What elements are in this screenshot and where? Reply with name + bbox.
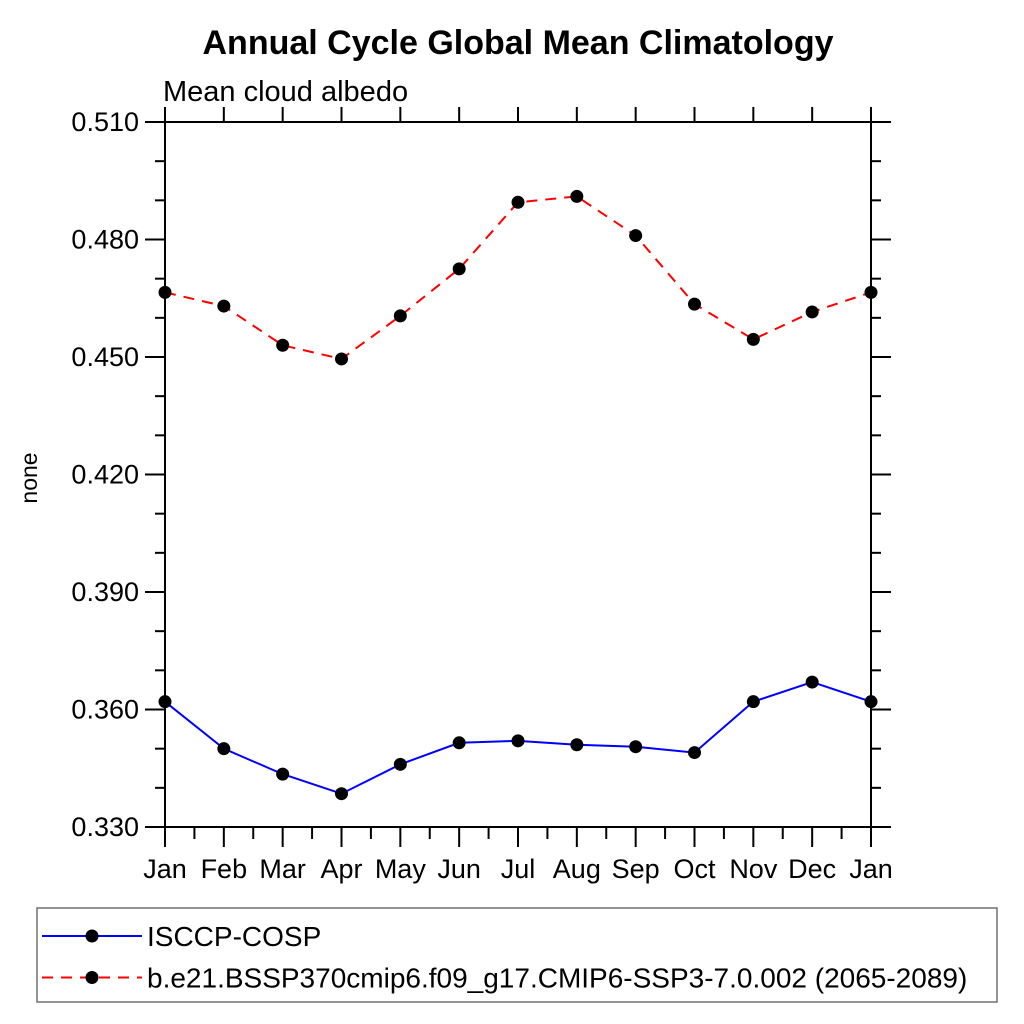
x-tick-label: Nov	[729, 854, 778, 884]
x-tick-label: Feb	[201, 854, 248, 884]
x-tick-label: Apr	[320, 854, 362, 884]
legend: ISCCP-COSP b.e21.BSSP370cmip6.f09_g17.CM…	[36, 907, 998, 1003]
y-tick-label: 0.510	[71, 107, 139, 137]
y-tick-label: 0.420	[71, 460, 139, 490]
data-point-marker	[805, 305, 819, 319]
x-tick-label: Jul	[501, 854, 536, 884]
x-tick-label: Jan	[849, 854, 893, 884]
y-tick-label: 0.330	[71, 812, 139, 842]
legend-box	[36, 907, 998, 1003]
series-line-1	[164, 195, 872, 361]
data-point-marker	[335, 352, 348, 366]
legend-marker-model	[85, 971, 99, 984]
data-point-marker	[570, 738, 584, 752]
y-axis-label: none	[16, 452, 42, 503]
data-point-marker	[511, 195, 525, 209]
y-tick-label: 0.390	[71, 577, 139, 607]
data-point-marker	[688, 746, 701, 760]
data-point-marker	[452, 262, 466, 276]
x-tick-label: Mar	[259, 854, 306, 884]
x-tick-label: Aug	[553, 854, 601, 884]
data-point-marker	[629, 229, 643, 243]
data-point-marker	[570, 189, 584, 203]
data-point-marker	[452, 736, 466, 750]
page-title: Annual Cycle Global Mean Climatology	[203, 24, 834, 62]
y-tick-label: 0.360	[71, 695, 139, 725]
y-tick-label: 0.450	[71, 342, 139, 372]
data-point-marker	[864, 695, 878, 709]
data-point-marker	[393, 309, 407, 323]
data-point-marker	[511, 734, 525, 748]
x-tick-label: May	[375, 854, 427, 884]
x-tick-label: Dec	[788, 854, 836, 884]
data-point-marker	[805, 675, 819, 689]
legend-marker-isccp	[85, 929, 99, 943]
x-tick-label: Oct	[673, 854, 716, 884]
plot-frame	[164, 121, 872, 828]
data-point-marker	[217, 742, 231, 756]
data-point-marker	[688, 297, 701, 311]
x-tick-label: Jun	[437, 854, 481, 884]
data-point-marker	[746, 695, 760, 709]
chart-subtitle: Mean cloud albedo	[163, 76, 408, 108]
legend-label-isccp: ISCCP-COSP	[147, 921, 321, 952]
data-point-marker	[746, 332, 760, 346]
plot-area: 0.330 0.360 0.390 0.420 0.450 0.480 0.510 Jan Fe…	[71, 107, 893, 884]
data-point-marker	[217, 299, 231, 313]
data-point-marker	[276, 767, 290, 781]
data-point-marker	[158, 695, 172, 709]
x-tick-label: Sep	[612, 854, 660, 884]
data-point-marker	[864, 285, 878, 299]
data-point-marker	[335, 787, 348, 801]
data-point-marker	[158, 285, 172, 299]
data-point-marker	[629, 740, 643, 754]
legend-label-model: b.e21.BSSP370cmip6.f09_g17.CMIP6-SSP3-7.…	[147, 963, 967, 994]
x-tick-label: Jan	[143, 854, 187, 884]
data-point-marker	[276, 338, 290, 352]
data-point-marker	[393, 757, 407, 771]
y-tick-label: 0.480	[71, 225, 139, 255]
